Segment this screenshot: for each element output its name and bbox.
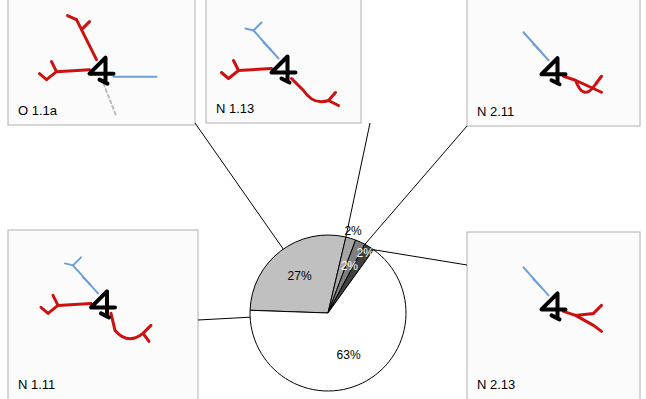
panel-label: N 1.13: [216, 101, 254, 116]
data-label: 2%: [357, 246, 375, 260]
panel: N 1.11: [8, 230, 198, 399]
data-label: 27%: [288, 269, 312, 283]
panel-label: N 1.11: [18, 377, 55, 392]
panel: N 1.13: [206, 0, 361, 123]
panel-label: N 2.13: [477, 377, 515, 392]
leader-lines: [195, 123, 467, 320]
glyph-stroke: [564, 305, 602, 331]
panel: O 1.1a: [8, 0, 195, 125]
glyph-stroke: [564, 76, 602, 92]
glyph-stroke: [73, 265, 98, 293]
glyph-stroke: [534, 279, 542, 287]
glyph-stroke: [65, 257, 81, 265]
panel-frame: [8, 230, 198, 399]
chart: O 1.1aN 1.13N 2.11N 2.13N 1.1127%2%2%2%6…: [0, 0, 646, 399]
glyph-stroke: [90, 58, 114, 84]
glyph-stroke: [114, 76, 157, 78]
leader-line: [198, 317, 250, 320]
panel-frame: [8, 0, 195, 125]
glyph-stroke: [542, 293, 566, 319]
data-labels: 27%2%2%2%63%: [288, 224, 375, 362]
glyph-stroke: [222, 61, 272, 79]
glyph-stroke: [104, 84, 117, 117]
data-label: 2%: [341, 259, 359, 273]
glyph-stroke: [254, 31, 279, 59]
panel: N 2.11: [467, 0, 640, 126]
panel-frame: [467, 232, 640, 399]
glyph-stroke: [111, 313, 151, 341]
glyph-stroke: [272, 57, 296, 83]
panel-frame: [467, 0, 640, 126]
slices: [250, 235, 406, 391]
panel: N 2.13: [467, 232, 640, 399]
glyph-stroke: [534, 44, 542, 52]
glyph-stroke: [264, 43, 272, 51]
panel-frame: [206, 0, 361, 123]
glyph-stroke: [292, 79, 339, 106]
glyph-stroke: [542, 58, 566, 84]
panel-label: N 2.11: [477, 104, 514, 119]
glyph-stroke: [91, 291, 115, 317]
glyph-stroke: [83, 277, 91, 285]
glyph-stroke: [524, 267, 549, 295]
pie-slice: [250, 250, 406, 391]
leader-line: [195, 123, 283, 249]
data-label: 2%: [344, 224, 362, 238]
glyph-stroke: [246, 23, 262, 31]
leader-line: [346, 123, 370, 237]
glyph-stroke: [40, 62, 90, 80]
glyph-stroke: [77, 20, 97, 60]
glyph-stroke: [524, 32, 549, 60]
chart-root: O 1.1aN 1.13N 2.11N 2.13N 1.1127%2%2%2%6…: [0, 0, 646, 399]
data-label: 63%: [337, 348, 361, 362]
leader-line: [365, 126, 467, 244]
glyph-stroke: [41, 295, 91, 313]
panels: O 1.1a N 1.13 N 2.11 N 2.13 N 1.11: [8, 0, 640, 399]
glyph-stroke: [68, 16, 77, 20]
panel-label: O 1.1a: [18, 103, 58, 118]
